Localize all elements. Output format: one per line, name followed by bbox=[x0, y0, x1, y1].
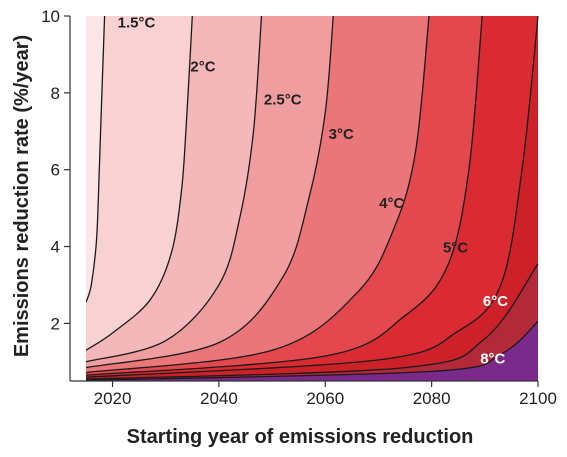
x-axis-title: Starting year of emissions reduction bbox=[127, 426, 474, 448]
y-tick-label: 10 bbox=[41, 7, 60, 26]
contour-line-8°C bbox=[85, 263, 539, 380]
tick-labels: 2020 2040 2060 2080 2100 2 4 6 8 10 bbox=[41, 7, 557, 408]
y-tick-label: 4 bbox=[51, 238, 60, 257]
empty-strip bbox=[70, 16, 86, 381]
y-tick-label: 2 bbox=[51, 314, 60, 333]
x-tick-label: 2040 bbox=[200, 389, 238, 408]
contour-line-2°C bbox=[85, 15, 193, 351]
y-tick-label: 6 bbox=[51, 161, 60, 180]
contour-line-1.5°C bbox=[85, 15, 106, 303]
contour-labels: 1.5°C 2°C 2.5°C 3°C 4°C 5°C 6°C 8°C 10°C bbox=[118, 15, 515, 399]
y-tick-label: 8 bbox=[51, 84, 60, 103]
plot-fills bbox=[85, 16, 539, 381]
contour-label-8°C: 8°C bbox=[480, 351, 505, 368]
contour-label-1.5°C: 1.5°C bbox=[118, 15, 156, 32]
contour-line-2.5°C bbox=[85, 15, 263, 363]
contour-label-10°C: 10°C bbox=[481, 381, 515, 398]
region-fill-1.5°C bbox=[86, 16, 105, 303]
contour-label-2°C: 2°C bbox=[190, 59, 215, 76]
contour-label-2.5°C: 2.5°C bbox=[264, 91, 302, 108]
contour-label-4°C: 4°C bbox=[379, 195, 404, 212]
x-tick-label: 2080 bbox=[413, 389, 451, 408]
contour-line-10°C bbox=[85, 320, 539, 381]
contour-label-5°C: 5°C bbox=[443, 239, 468, 256]
y-axis-title: Emissions reduction rate (%/year) bbox=[11, 35, 33, 357]
x-tick-label: 2060 bbox=[306, 389, 344, 408]
x-tick-label: 2100 bbox=[519, 389, 557, 408]
region-fill-2°C bbox=[86, 16, 193, 351]
contour-line-3°C bbox=[85, 15, 334, 369]
contour-line-5°C bbox=[85, 15, 483, 376]
x-tick-label: 2020 bbox=[94, 389, 132, 408]
contour-label-6°C: 6°C bbox=[483, 293, 508, 310]
axes bbox=[64, 15, 539, 387]
contour-line-4°C bbox=[85, 15, 430, 374]
contour-lines bbox=[85, 15, 539, 381]
contour-line-6°C bbox=[85, 15, 539, 378]
contour-label-3°C: 3°C bbox=[329, 126, 354, 143]
